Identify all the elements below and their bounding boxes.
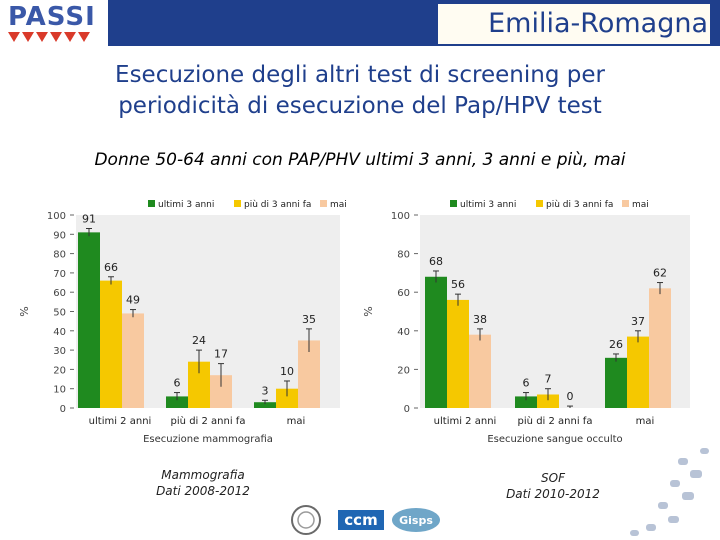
bar-3 bbox=[122, 313, 144, 408]
caption-title: SOF bbox=[541, 471, 565, 485]
bar-1 bbox=[78, 232, 100, 408]
y-tick-label: 100 bbox=[47, 211, 66, 222]
y-tick-label: 40 bbox=[53, 327, 66, 338]
legend-label: ultimi 3 anni bbox=[460, 200, 516, 210]
x-tick-label: mai bbox=[287, 416, 306, 427]
ccm-logo-icon bbox=[338, 510, 384, 530]
y-tick-label: 80 bbox=[397, 250, 410, 261]
caption-title: Mammografia bbox=[161, 468, 245, 482]
x-axis-label: Esecuzione mammografia bbox=[143, 434, 273, 445]
legend-swatch bbox=[234, 200, 241, 207]
data-label: 66 bbox=[104, 261, 118, 274]
decorative-dots-icon bbox=[630, 448, 709, 536]
chart-sangue-occulto: 0 20 40 60 80 100% 68 56 38 ultimi 2 anni 6 7 0 più d… bbox=[362, 200, 690, 445]
bar-2 bbox=[627, 336, 649, 408]
data-label: 0 bbox=[567, 390, 574, 403]
bar-2 bbox=[537, 394, 559, 408]
ccm-logo-text: ccm bbox=[344, 511, 377, 529]
header-bar: Emilia-Romagna bbox=[108, 0, 720, 46]
bar-2 bbox=[100, 280, 122, 408]
gisps-logo-text: Gisps bbox=[399, 514, 433, 527]
title-line-2: periodicità di esecuzione del Pap/HPV te… bbox=[118, 93, 602, 119]
iss-seal-icon bbox=[291, 505, 321, 535]
data-label: 56 bbox=[451, 278, 465, 291]
y-tick-label: 60 bbox=[397, 288, 410, 299]
data-label: 26 bbox=[609, 338, 623, 351]
y-tick-label: 20 bbox=[397, 365, 410, 376]
x-axis-label: Esecuzione sangue occulto bbox=[487, 434, 622, 445]
x-tick-label: mai bbox=[636, 416, 655, 427]
x-tick-label: ultimi 2 anni bbox=[434, 416, 497, 427]
bar-3 bbox=[649, 288, 671, 408]
caption-years: Dati 2010-2012 bbox=[506, 487, 600, 501]
bar-3 bbox=[469, 334, 491, 408]
logo-decoration-icon bbox=[8, 32, 90, 42]
region-label: Emilia-Romagna bbox=[438, 4, 710, 44]
data-label: 6 bbox=[523, 377, 530, 390]
data-label: 17 bbox=[214, 348, 228, 361]
passi-logo: PASSI bbox=[0, 0, 108, 46]
data-label: 38 bbox=[473, 313, 487, 326]
footer-logos: ccm Gisps bbox=[291, 505, 440, 535]
data-label: 10 bbox=[280, 365, 294, 378]
subtitle: Donne 50-64 anni con PAP/PHV ultimi 3 an… bbox=[94, 150, 626, 170]
legend-swatch bbox=[148, 200, 155, 207]
x-tick-label: ultimi 2 anni bbox=[89, 416, 152, 427]
data-label: 7 bbox=[545, 373, 552, 386]
data-label: 24 bbox=[192, 334, 206, 347]
legend-swatch bbox=[450, 200, 457, 207]
y-tick-label: 10 bbox=[53, 385, 66, 396]
y-tick-label: 100 bbox=[391, 211, 410, 222]
bar-1 bbox=[515, 396, 537, 408]
y-tick-label: 70 bbox=[53, 269, 66, 280]
y-tick-label: 0 bbox=[404, 404, 410, 415]
bar-3 bbox=[298, 340, 320, 408]
legend-swatch bbox=[536, 200, 543, 207]
y-tick-label: 0 bbox=[60, 404, 66, 415]
logo-text: PASSI bbox=[8, 2, 96, 32]
gisps-logo-icon bbox=[392, 508, 440, 532]
bar-2 bbox=[188, 361, 210, 408]
y-tick-label: 40 bbox=[397, 327, 410, 338]
y-tick-label: 20 bbox=[53, 365, 66, 376]
data-label: 62 bbox=[653, 267, 667, 280]
y-tick-label: 90 bbox=[53, 230, 66, 241]
data-label: 49 bbox=[126, 294, 140, 307]
chart-mammografia: 0 10 20 30 40 50 60 70 80 90 100% 91 66 49 ultimi 2 an… bbox=[18, 200, 347, 445]
y-tick-label: 30 bbox=[53, 346, 66, 357]
data-label: 37 bbox=[631, 315, 645, 328]
data-label: 6 bbox=[174, 377, 181, 390]
y-tick-label: 60 bbox=[53, 288, 66, 299]
data-label: 68 bbox=[429, 255, 443, 268]
legend-label: ultimi 3 anni bbox=[158, 200, 214, 210]
caption-mammografia: Mammografia Dati 2008-2012 bbox=[128, 467, 278, 499]
page-title: Esecuzione degli altri test di screening… bbox=[0, 60, 720, 122]
x-tick-label: più di 2 anni fa bbox=[171, 415, 246, 427]
bar-1 bbox=[605, 357, 627, 408]
data-label: 3 bbox=[262, 384, 269, 397]
x-tick-label: più di 2 anni fa bbox=[518, 415, 593, 427]
bar-3 bbox=[210, 375, 232, 408]
y-axis-label: % bbox=[18, 306, 31, 316]
caption-years: Dati 2008-2012 bbox=[156, 484, 250, 498]
legend-label: più di 3 anni fa bbox=[546, 200, 613, 210]
legend-label: mai bbox=[330, 200, 347, 210]
y-tick-label: 80 bbox=[53, 250, 66, 261]
y-axis-label: % bbox=[362, 306, 375, 316]
data-label: 91 bbox=[82, 213, 96, 226]
bar-1 bbox=[425, 276, 447, 408]
legend-label: più di 3 anni fa bbox=[244, 200, 311, 210]
legend-swatch bbox=[320, 200, 327, 207]
caption-sof: SOF Dati 2010-2012 bbox=[478, 470, 628, 502]
legend-swatch bbox=[622, 200, 629, 207]
bar-2 bbox=[276, 388, 298, 408]
y-tick-label: 50 bbox=[53, 308, 66, 319]
data-label: 35 bbox=[302, 313, 316, 326]
bar-1 bbox=[166, 396, 188, 408]
bar-1 bbox=[254, 402, 276, 408]
legend-label: mai bbox=[632, 200, 649, 210]
bar-2 bbox=[447, 299, 469, 408]
title-line-1: Esecuzione degli altri test di screening… bbox=[115, 62, 605, 88]
